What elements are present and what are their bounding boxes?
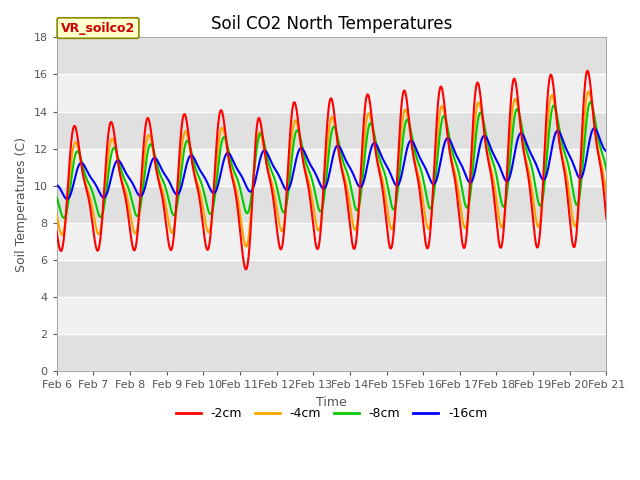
Legend: -2cm, -4cm, -8cm, -16cm: -2cm, -4cm, -8cm, -16cm xyxy=(171,402,492,425)
X-axis label: Time: Time xyxy=(316,396,347,408)
Bar xyxy=(57,297,606,334)
Bar xyxy=(57,74,606,111)
Bar xyxy=(57,37,606,74)
Text: VR_soilco2: VR_soilco2 xyxy=(61,22,135,35)
Bar xyxy=(57,223,606,260)
Bar xyxy=(57,186,606,223)
Y-axis label: Soil Temperatures (C): Soil Temperatures (C) xyxy=(15,137,28,272)
Title: Soil CO2 North Temperatures: Soil CO2 North Temperatures xyxy=(211,15,452,33)
Bar xyxy=(57,149,606,186)
Bar xyxy=(57,111,606,149)
Bar xyxy=(57,334,606,371)
Bar xyxy=(57,260,606,297)
